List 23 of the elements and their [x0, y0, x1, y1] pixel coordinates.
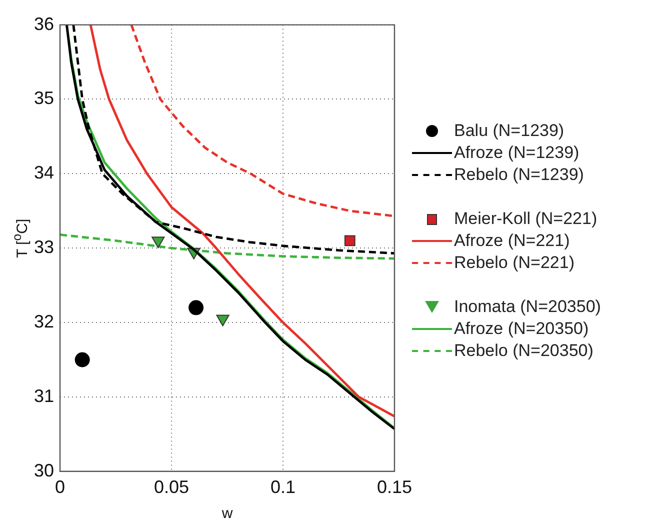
x-tick-label: 0.05 — [154, 477, 190, 498]
legend-label: Inomata (N=20350) — [454, 297, 601, 317]
y-tick-label: 31 — [34, 386, 54, 406]
legend-label: Afroze (N=221) — [454, 231, 570, 251]
x-tick-label: 0.1 — [270, 477, 296, 498]
legend-label: Afroze (N=20350) — [454, 319, 589, 339]
y-tick-label: 32 — [34, 312, 54, 332]
line-series — [130, 24, 394, 218]
y-tick-label: 34 — [34, 162, 54, 183]
y-tick-label: 36 — [34, 14, 54, 34]
y-tick-label: 30 — [34, 460, 54, 480]
y-tick-label: 33 — [34, 237, 54, 258]
x-axis-title: w — [220, 505, 233, 522]
legend-label: Rebelo (N=20350) — [454, 341, 594, 361]
x-tick-label: 0 — [55, 477, 66, 498]
legend-label: Afroze (N=1239) — [454, 143, 580, 163]
legend-label: Meier-Koll (N=221) — [454, 209, 598, 229]
line-series — [60, 234, 394, 260]
y-tick-label: 35 — [34, 88, 54, 108]
legend-label: Rebelo (N=221) — [454, 253, 574, 273]
legend-label: Rebelo (N=1239) — [454, 165, 584, 185]
legend-label: Balu (N=1239) — [454, 121, 564, 141]
x-tick-label: 0.15 — [376, 477, 412, 498]
